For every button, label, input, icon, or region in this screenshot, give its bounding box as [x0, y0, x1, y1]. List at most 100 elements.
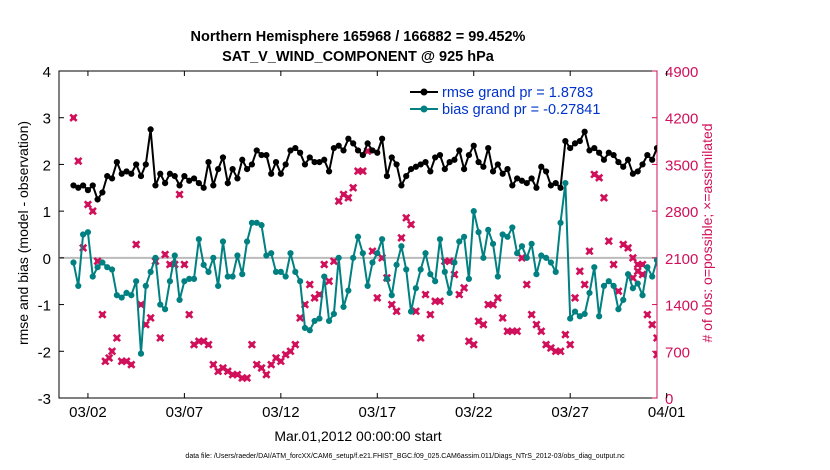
- bias-point: [359, 250, 366, 257]
- bias-point: [504, 233, 511, 240]
- bias-point: [282, 273, 289, 280]
- obs-assimilated-point: [585, 247, 594, 256]
- obs-x-core: [70, 115, 76, 121]
- obs-x-core: [336, 198, 342, 204]
- bias-point: [104, 264, 111, 271]
- bias-line: [72, 182, 657, 354]
- obs-assimilated-point: [435, 297, 445, 306]
- obs-x-core: [529, 312, 535, 318]
- obs-x-core: [635, 268, 641, 274]
- rmse-point: [475, 158, 482, 166]
- obs-x-core: [365, 148, 371, 154]
- bias-point: [171, 252, 178, 259]
- obs-x-core: [326, 278, 332, 284]
- bias-point: [176, 296, 183, 303]
- obs-assimilated-point: [688, 368, 694, 374]
- rmse-point: [142, 161, 149, 168]
- obs-x-core: [148, 315, 154, 321]
- rmse-point: [186, 177, 193, 184]
- bias-point: [422, 250, 429, 257]
- rmse-point: [195, 180, 202, 187]
- obs-x-core: [239, 375, 245, 381]
- bias-point: [123, 289, 130, 296]
- bias-point: [239, 271, 246, 278]
- y-left-tick-label: 2: [43, 157, 51, 174]
- obs-assimilated-point: [291, 340, 300, 349]
- rmse-point: [239, 156, 246, 163]
- obs-assimilated-point: [692, 371, 698, 377]
- obs-x-core: [398, 235, 404, 241]
- rmse-point: [533, 184, 540, 191]
- bias-point: [133, 278, 140, 285]
- obs-assimilated-point: [247, 340, 257, 349]
- bias-point: [215, 282, 222, 289]
- obs-x-core: [345, 195, 351, 201]
- rmse-point: [345, 135, 352, 142]
- obs-x-core: [688, 369, 693, 374]
- bias-point: [407, 308, 415, 315]
- bias-point: [629, 285, 636, 292]
- obs-assimilated-point: [561, 330, 570, 339]
- rmse-point: [538, 163, 545, 170]
- x-tick-label: 04/01: [648, 404, 686, 421]
- rmse-point: [340, 147, 347, 154]
- y-right-tick-label: 4900: [665, 64, 698, 81]
- bias-point: [137, 350, 145, 357]
- obs-assimilated-point: [556, 347, 565, 356]
- bias-point: [229, 273, 236, 280]
- bias-point: [509, 224, 516, 231]
- y-right-tick-label: 0: [665, 391, 673, 408]
- bias-point: [80, 231, 87, 238]
- bias-point: [432, 278, 439, 285]
- obs-assimilated-point: [683, 365, 689, 371]
- obs-x-core: [664, 369, 669, 374]
- obs-x-stroke: [659, 361, 665, 367]
- obs-x-core: [369, 248, 375, 254]
- obs-x-core: [669, 372, 674, 377]
- obs-x-stroke: [668, 371, 674, 377]
- rmse-point: [398, 182, 405, 189]
- obs-x-core: [99, 312, 105, 318]
- obs-assimilated-point: [344, 193, 353, 202]
- obs-assimilated-point: [402, 213, 411, 222]
- bias-point: [379, 236, 386, 243]
- bias-point: [576, 313, 583, 320]
- obs-assimilated-point: [267, 360, 276, 369]
- obs-assimilated-point: [678, 361, 684, 367]
- obs-x-core: [287, 348, 293, 354]
- obs-x-core: [75, 158, 81, 164]
- obs-assimilated-point: [633, 267, 642, 276]
- obs-assimilated-point: [628, 253, 638, 262]
- obs-x-stroke: [652, 350, 657, 357]
- bias-point: [451, 259, 458, 266]
- obs-x-core: [259, 365, 265, 371]
- rmse-point: [133, 161, 140, 168]
- bias-point: [0, 265, 3, 270]
- y-left-tick-label: 0: [43, 251, 51, 268]
- rmse-point: [253, 147, 260, 154]
- obs-x-core: [413, 308, 419, 314]
- obs-x-core: [505, 328, 510, 334]
- obs-x-core: [456, 292, 462, 298]
- bias-point: [436, 236, 444, 243]
- rmse-point: [542, 168, 550, 175]
- obs-assimilated-point: [107, 347, 117, 356]
- obs-x-core: [490, 302, 496, 308]
- obs-x-core: [418, 335, 424, 341]
- y-left-tick-label: 3: [43, 111, 51, 128]
- bias-point: [388, 292, 395, 299]
- obs-x-core: [268, 362, 274, 368]
- obs-assimilated-point: [132, 240, 141, 249]
- obs-x-core: [683, 365, 688, 370]
- y-right-tick-label: 1400: [665, 298, 698, 315]
- obs-assimilated-point: [392, 307, 401, 316]
- obs-x-core: [630, 255, 636, 261]
- bias-point: [0, 262, 3, 267]
- rmse-point: [562, 137, 569, 145]
- x-tick-label: 03/17: [359, 404, 397, 421]
- obs-x-core: [109, 348, 115, 354]
- rmse-point: [282, 161, 289, 168]
- legend-marker-rmse: [420, 88, 428, 96]
- rmse-point: [301, 161, 309, 168]
- rmse-point: [321, 156, 328, 163]
